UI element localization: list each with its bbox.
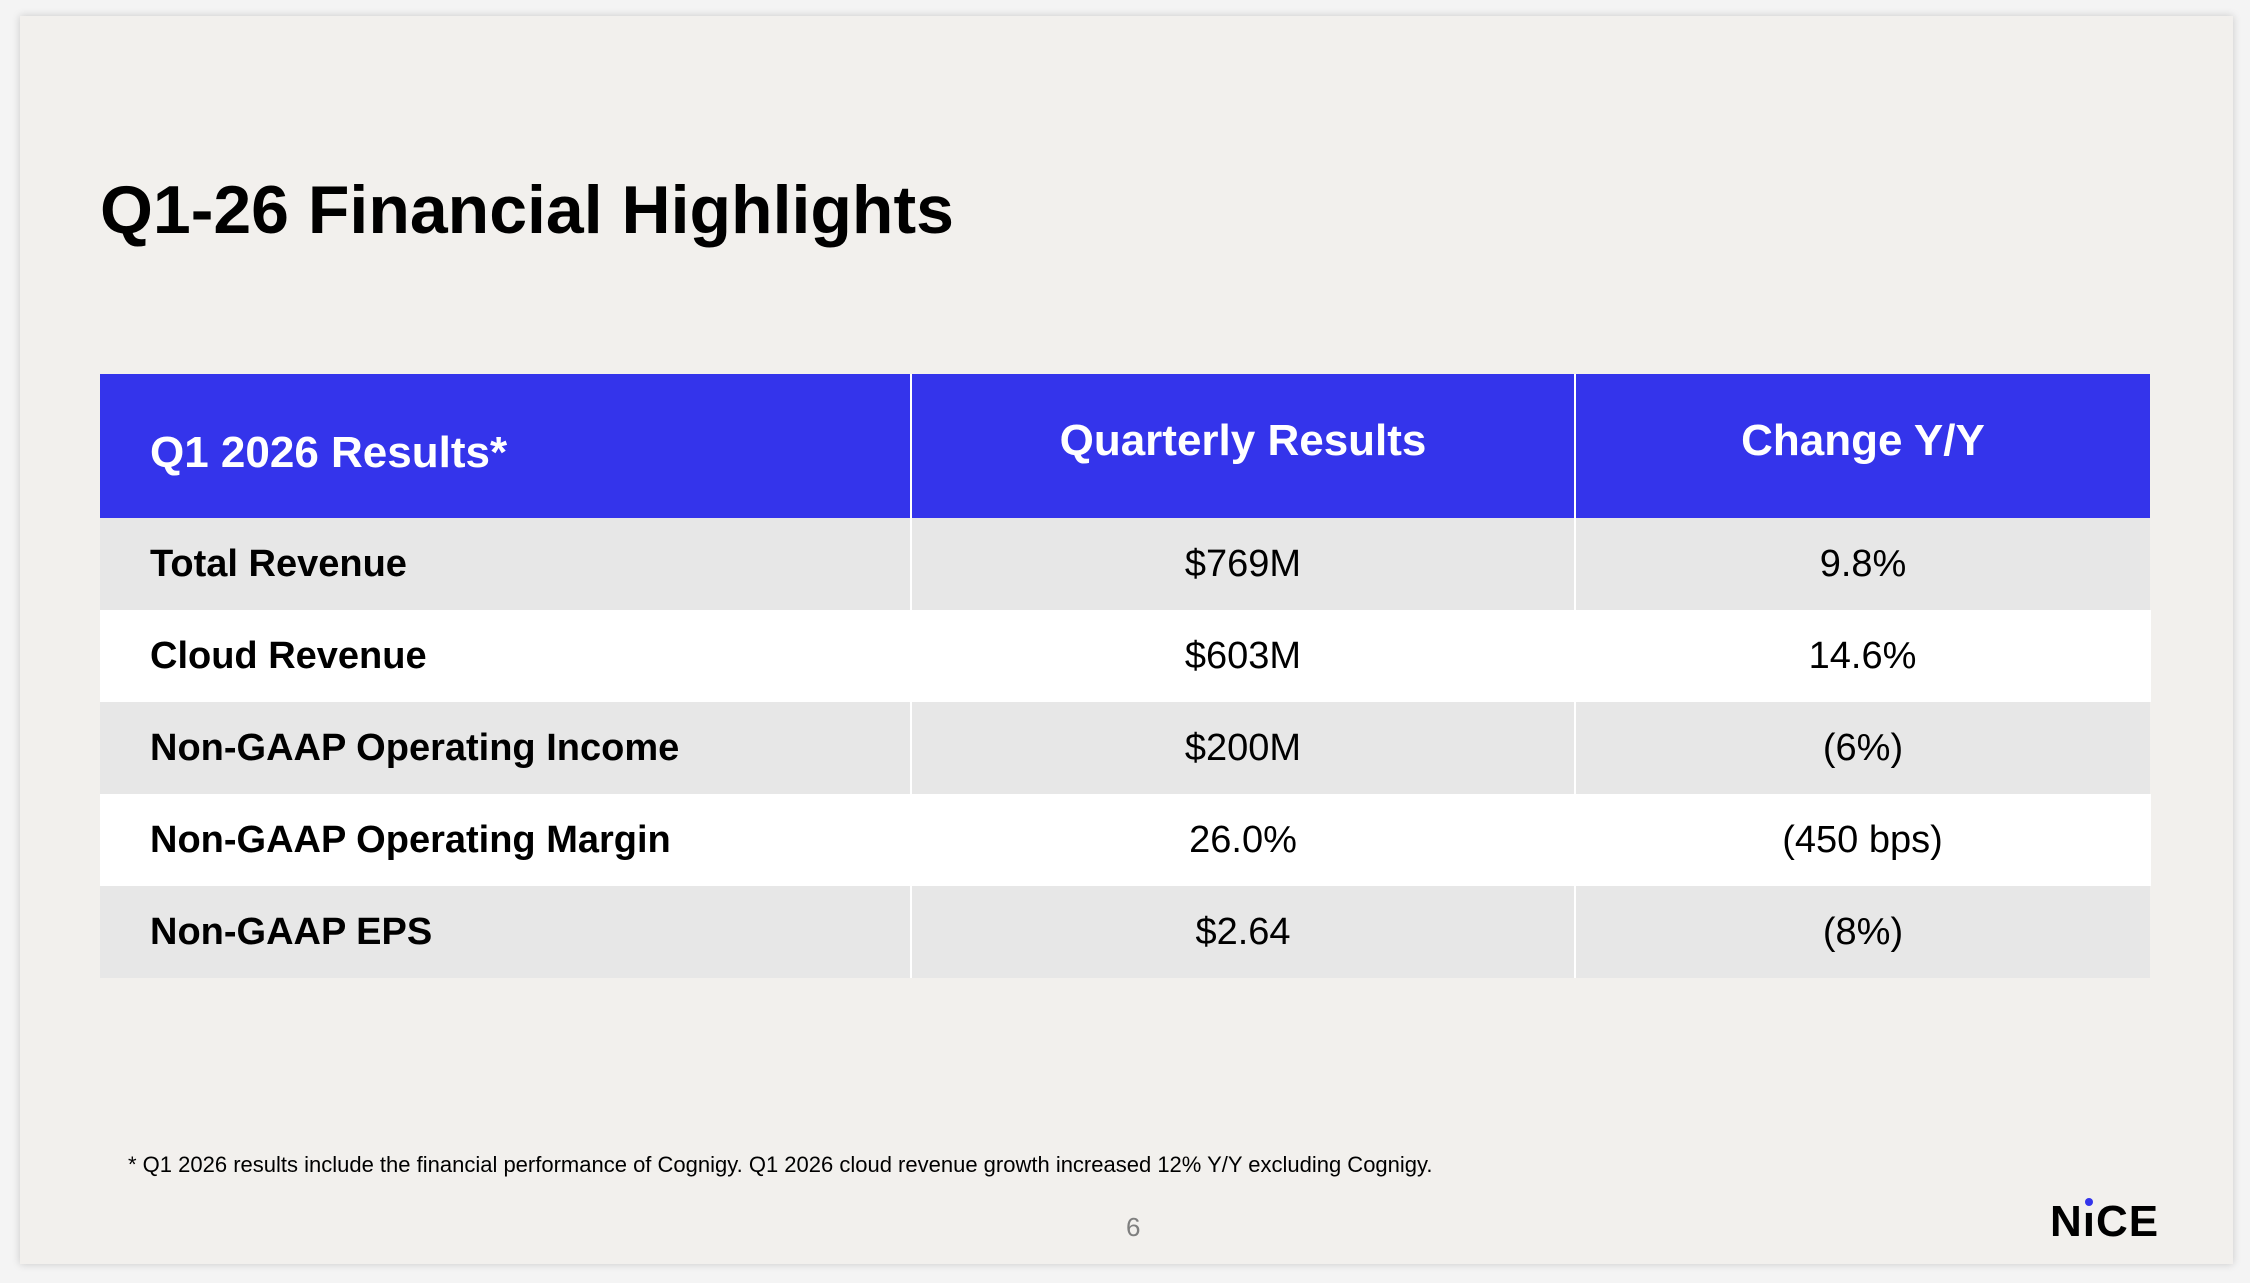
- row-change-value: 9.8%: [1575, 518, 2150, 610]
- row-change-value: 14.6%: [1575, 610, 2151, 702]
- table-row: Cloud Revenue $603M 14.6%: [100, 610, 2151, 702]
- table-body: Total Revenue $769M 9.8% Cloud Revenue $…: [100, 518, 2151, 978]
- footnote: * Q1 2026 results include the financial …: [128, 1152, 1433, 1177]
- row-change-value: (6%): [1575, 702, 2150, 794]
- financial-highlights-table-container: Q1 2026 Results* Quarterly Results Chang…: [100, 374, 2151, 978]
- row-change-value: (450 bps): [1575, 794, 2151, 886]
- header-change-yy: Change Y/Y: [1575, 374, 2150, 518]
- table-header: Q1 2026 Results* Quarterly Results Chang…: [100, 374, 2150, 518]
- slide-title: Q1-26 Financial Highlights: [100, 172, 954, 248]
- row-quarterly-value: $769M: [911, 518, 1576, 610]
- header-results: Q1 2026 Results*: [100, 374, 912, 518]
- table-row: Non-GAAP Operating Income $200M (6%): [100, 702, 2150, 794]
- header-quarterly-results: Quarterly Results: [911, 374, 1576, 518]
- table-row: Total Revenue $769M 9.8%: [100, 518, 2150, 610]
- nice-logo: Nı CE: [2050, 1197, 2160, 1246]
- table-row: Non-GAAP Operating Margin 26.0% (450 bps…: [100, 794, 2151, 886]
- logo-letters-ce: CE: [2096, 1197, 2160, 1246]
- slide: Q1-26 Financial Highlights Q1 2026 Resul…: [20, 16, 2233, 1264]
- table-row: Non-GAAP EPS $2.64 (8%): [100, 886, 2150, 978]
- row-quarterly-value: $200M: [911, 702, 1576, 794]
- row-metric: Non-GAAP Operating Income: [100, 702, 912, 794]
- table-header-row: Q1 2026 Results* Quarterly Results Chang…: [100, 374, 2150, 518]
- row-metric: Non-GAAP Operating Margin: [100, 794, 912, 886]
- logo-letter-i-stem: ı: [2082, 1197, 2097, 1246]
- logo-letter-n: N: [2050, 1197, 2083, 1246]
- row-quarterly-value: 26.0%: [911, 794, 1576, 886]
- logo-dot-icon: [2085, 1198, 2094, 1206]
- financial-highlights-table: Q1 2026 Results* Quarterly Results Chang…: [100, 374, 2151, 978]
- row-change-value: (8%): [1575, 886, 2150, 978]
- logo-letter-i: ı: [2082, 1197, 2097, 1246]
- row-metric: Non-GAAP EPS: [100, 886, 912, 978]
- row-metric: Cloud Revenue: [100, 610, 912, 702]
- row-metric: Total Revenue: [100, 518, 912, 610]
- row-quarterly-value: $2.64: [911, 886, 1576, 978]
- page-number: 6: [1126, 1212, 1141, 1242]
- row-quarterly-value: $603M: [911, 610, 1576, 702]
